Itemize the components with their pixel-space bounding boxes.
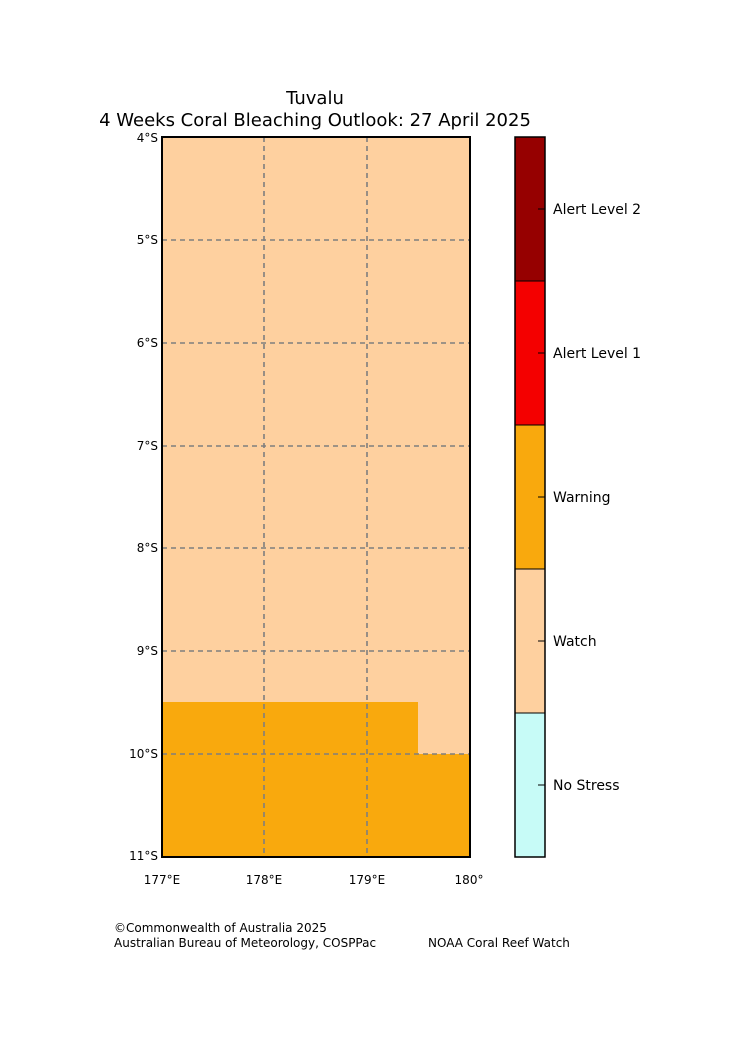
lat-label-4s: 4°S	[137, 131, 158, 145]
lat-label-9s: 9°S	[137, 644, 158, 658]
legend-label-watch: Watch	[553, 634, 597, 650]
footer-copyright: ©Commonwealth of Australia 2025	[114, 921, 327, 935]
gridlines	[162, 137, 470, 857]
footer-agencies: Australian Bureau of Meteorology, COSPPa…	[114, 936, 377, 950]
lat-label-10s: 10°S	[129, 747, 158, 761]
lat-label-6s: 6°S	[137, 336, 158, 350]
legend-label-no-stress: No Stress	[553, 778, 620, 794]
lon-label-178e: 178°E	[246, 873, 283, 887]
map-title-outlook: 4 Weeks Coral Bleaching Outlook: 27 Apri…	[99, 110, 531, 131]
lon-label-180: 180°	[455, 873, 484, 887]
map-frame	[161, 136, 471, 858]
lon-label-179e: 179°E	[349, 873, 386, 887]
map-panel	[162, 137, 470, 857]
lat-label-5s: 5°S	[137, 233, 158, 247]
legend-colorbar	[514, 136, 546, 858]
lat-label-8s: 8°S	[137, 541, 158, 555]
lat-label-7s: 7°S	[137, 439, 158, 453]
footer-noaa: NOAA Coral Reef Watch	[428, 936, 570, 950]
legend-label-alert-level-2: Alert Level 2	[553, 202, 641, 218]
warning-region	[162, 702, 470, 857]
lat-label-11s: 11°S	[129, 849, 158, 863]
map-title-region: Tuvalu	[286, 88, 344, 109]
legend-label-warning: Warning	[553, 490, 611, 506]
legend-label-alert-level-1: Alert Level 1	[553, 346, 641, 362]
lon-label-177e: 177°E	[144, 873, 181, 887]
